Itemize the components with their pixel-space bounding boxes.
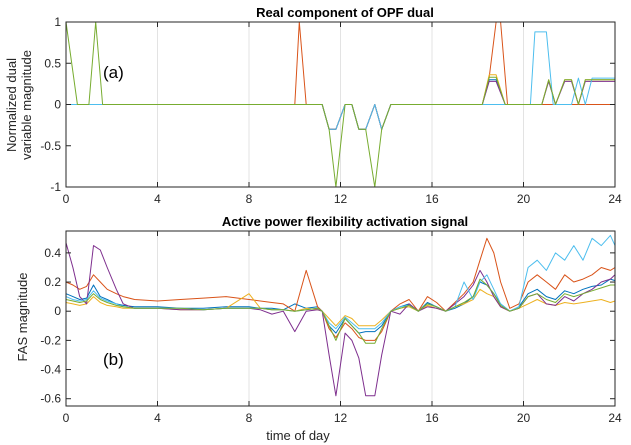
chart-a-ytick-label-3: 0.5 <box>44 56 61 70</box>
chart-a-xtick-label-1: 4 <box>154 192 161 206</box>
chart-a-ylabel-line2: variable magnitude <box>19 50 34 160</box>
chart-b-panel-label: (b) <box>103 350 124 369</box>
panel-a: Real component of OPF dual 0 4 8 12 16 20 24 -… <box>4 5 622 206</box>
figure: Real component of OPF dual 0 4 8 12 16 20 24 -… <box>0 0 631 445</box>
chart-a-xtick-label-6: 24 <box>608 192 622 206</box>
chart-a-xtick-label-3: 12 <box>334 192 348 206</box>
chart-b-title: Active power flexibility activation sign… <box>222 214 468 229</box>
chart-a-x-ticks: 0 4 8 12 16 20 24 <box>63 22 622 206</box>
chart-a-xtick-label-5: 20 <box>517 192 531 206</box>
chart-a-xtick-label-2: 8 <box>246 192 253 206</box>
chart-b-xtick-label-2: 8 <box>246 411 253 425</box>
chart-a-panel-label: (a) <box>103 63 124 82</box>
chart-b-ytick-label-1: -0.4 <box>40 363 61 377</box>
chart-b-ylabel: FAS magnitude <box>15 273 30 362</box>
chart-a-ytick-label-4: 1 <box>54 15 61 29</box>
panel-b: Active power flexibility activation sign… <box>15 214 622 443</box>
chart-b-xtick-label-5: 20 <box>517 411 531 425</box>
chart-b-ytick-label-5: 0.4 <box>44 246 61 260</box>
chart-b-xtick-label-3: 12 <box>334 411 348 425</box>
chart-a-ylabel-line1: Normalized dual <box>4 58 19 152</box>
chart-a-ytick-label-0: -1 <box>50 180 61 194</box>
chart-a-ytick-label-1: -0.5 <box>40 139 61 153</box>
chart-a-title: Real component of OPF dual <box>256 5 434 20</box>
chart-b-xtick-label-0: 0 <box>63 411 70 425</box>
chart-a-xtick-label-0: 0 <box>63 192 70 206</box>
chart-b-gridlines <box>158 231 524 406</box>
chart-a-ytick-label-2: 0 <box>54 98 61 112</box>
chart-b-ytick-label-4: 0.2 <box>44 275 61 289</box>
chart-b-xlabel: time of day <box>266 428 330 443</box>
chart-b-xtick-label-4: 16 <box>425 411 439 425</box>
chart-b-ytick-label-0: -0.6 <box>40 392 61 406</box>
chart-b-xtick-label-1: 4 <box>154 411 161 425</box>
chart-a-xtick-label-4: 16 <box>425 192 439 206</box>
chart-b-xtick-label-6: 24 <box>608 411 622 425</box>
chart-b-ytick-label-2: -0.2 <box>40 333 61 347</box>
chart-b-ytick-label-3: 0 <box>54 304 61 318</box>
